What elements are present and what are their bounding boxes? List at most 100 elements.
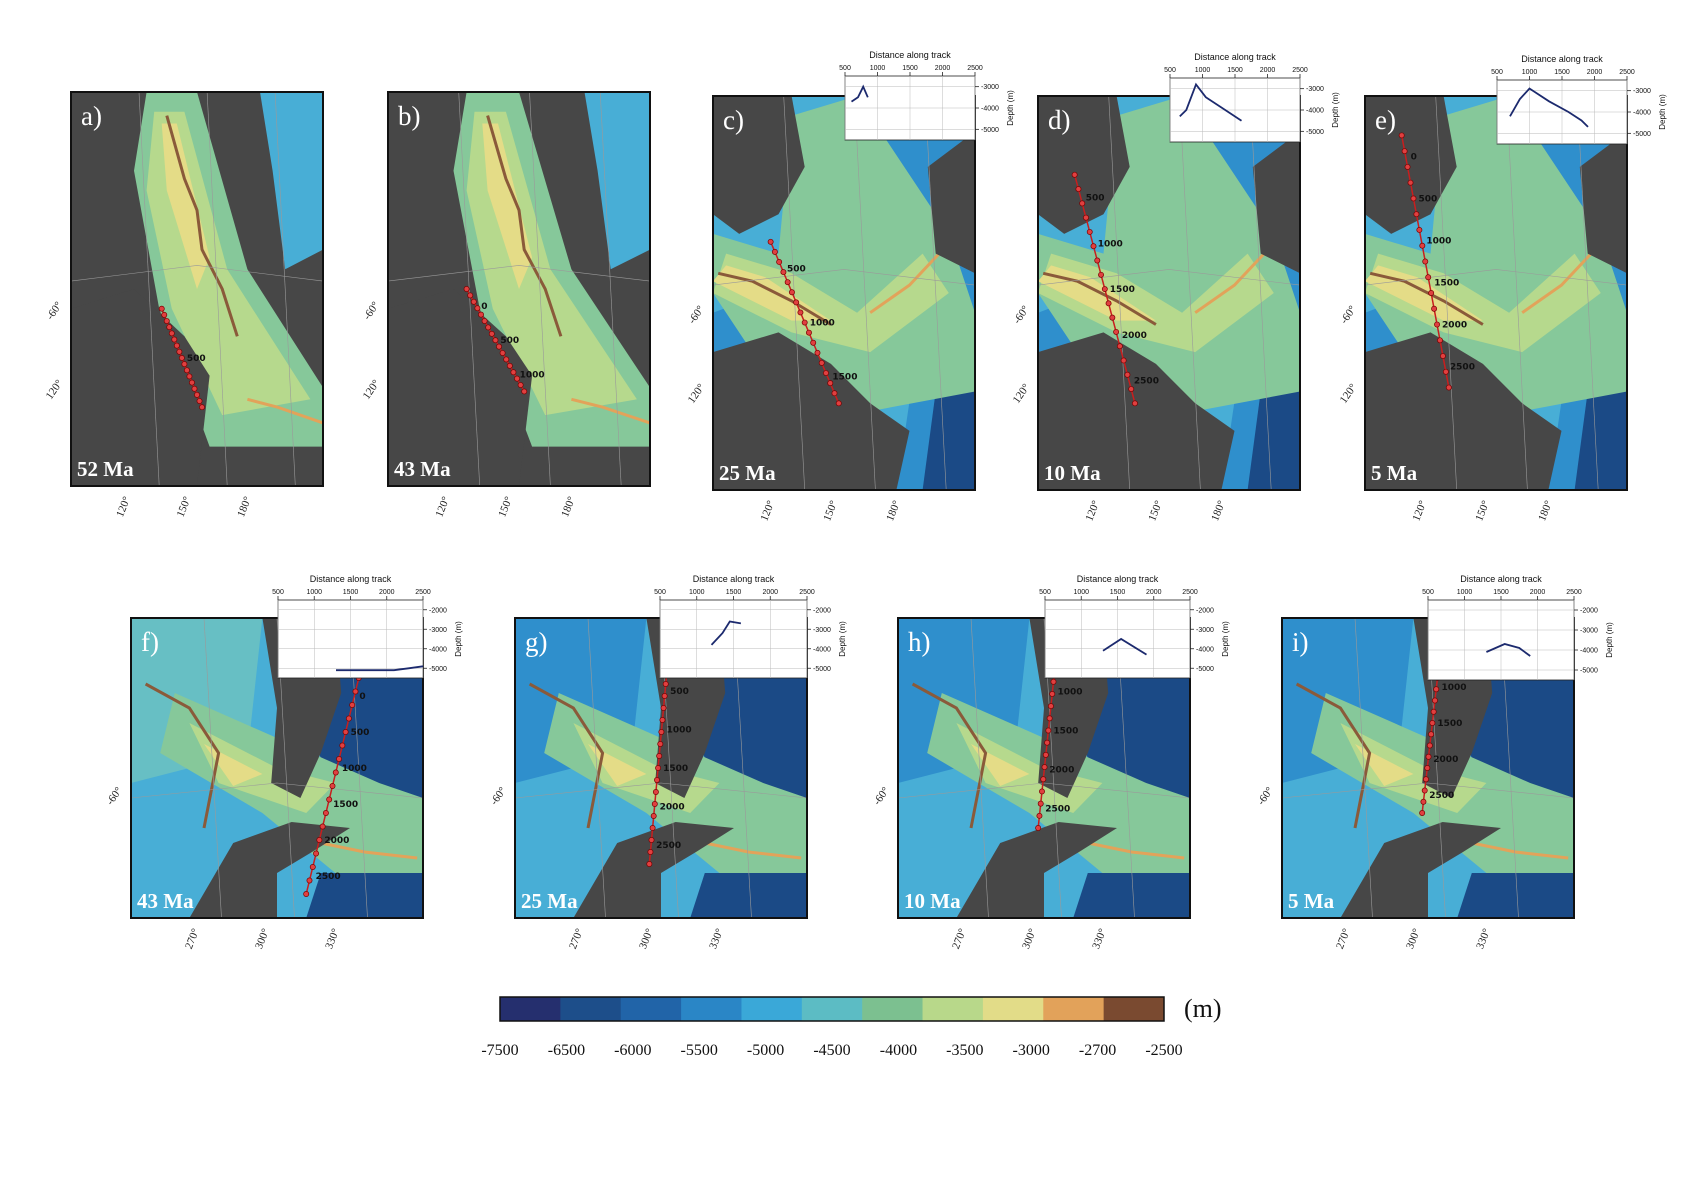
graticule-meridian [1576, 96, 1599, 490]
new-zealand-landmass [1252, 115, 1300, 274]
colorbar-swatch [862, 997, 924, 1021]
track-point [1098, 271, 1104, 278]
x-tick-label: 2000 [1260, 67, 1276, 74]
y-tick-label: -3000 [981, 84, 999, 91]
colorbar-tick-label: -4000 [880, 1042, 917, 1059]
x-tick-label: 1000 [1457, 589, 1473, 596]
track-point [658, 729, 665, 735]
x-tick-label: 1000 [870, 65, 886, 72]
track-point [801, 319, 808, 326]
y-tick-label: -4000 [1196, 646, 1214, 653]
track-point [1426, 742, 1433, 749]
latitude-label: -60° [44, 300, 65, 322]
longitude-label: 300° [637, 927, 656, 951]
graticule-parallel [71, 265, 323, 282]
colorbar-tick-label: -5000 [747, 1042, 784, 1059]
colorbar-tick-label: -5500 [681, 1042, 718, 1059]
track-point [655, 765, 662, 771]
track-point [1101, 286, 1108, 293]
track-point [336, 756, 342, 762]
track-point [660, 705, 667, 711]
depth-profile-inset: Distance along track 500 1000 1500 2000 2500 -… [839, 50, 1015, 141]
panel-c: 500 1000 1500 c) 25 Ma 120° 150° 180° -60° 120° Di… [686, 50, 1015, 523]
y-tick-label: -2000 [1196, 607, 1214, 614]
colorbar: -7500 -6500 -6000 -5500 -5000 -4500 -4000 -3500… [481, 994, 1221, 1059]
track-point [1037, 800, 1044, 807]
y-tick-label: -5000 [813, 666, 831, 673]
y-tick-label: -5000 [429, 666, 447, 673]
track-point [309, 864, 316, 870]
y-tick-label: -5000 [1580, 668, 1598, 675]
ridge-crest-zone [161, 123, 210, 289]
track-point [1401, 148, 1408, 155]
spreading-ridge [528, 682, 605, 829]
track-point [1128, 386, 1135, 392]
ocean-deepest [922, 371, 975, 490]
colorbar-swatch [741, 997, 803, 1021]
track-point [158, 305, 165, 312]
x-tick-label: 500 [1422, 589, 1434, 596]
track-distance-label: 1500 [1053, 727, 1078, 737]
track-distance-label: 2500 [1450, 363, 1475, 373]
depth-profile-line [336, 665, 424, 672]
track-point [339, 742, 346, 749]
track-point [1431, 305, 1438, 312]
track-distance-label: 0 [359, 692, 365, 702]
graticule-meridian [529, 92, 551, 486]
profile-title: Distance along track [1194, 52, 1276, 62]
colorbar-swatch [801, 997, 863, 1021]
track-distance-label: 1000 [810, 319, 835, 329]
longitude-label: 150° [1146, 499, 1165, 523]
map-frame [1037, 95, 1301, 491]
latitude-label: 120° [686, 382, 708, 406]
spreading-ridge [911, 682, 988, 829]
graticule-meridian [1249, 96, 1272, 490]
panel-h: 500 1000 1500 2000 2500 h) 10 Ma 270° 300° 330° -6… [871, 574, 1230, 951]
track-point [1398, 132, 1405, 139]
track-point [1124, 371, 1131, 378]
longitude-label: 300° [1404, 927, 1423, 951]
track-distance-label: 0 [1411, 152, 1417, 162]
longitude-label: 150° [496, 495, 515, 519]
panel-age: 43 Ma [394, 457, 451, 481]
spreading-ridge-secondary [320, 841, 418, 860]
x-tick-label: 1500 [1227, 67, 1243, 74]
track-point [661, 693, 668, 699]
longitude-label: 270° [950, 927, 969, 951]
graticule-meridian [587, 618, 606, 918]
track-point [1120, 357, 1127, 364]
y-tick-label: -5000 [1306, 129, 1324, 136]
track-distance-label: 1000 [1441, 683, 1466, 693]
track-point [1045, 727, 1052, 734]
y-axis-label: Depth (m) [1605, 622, 1614, 658]
x-tick-label: 1500 [1493, 589, 1509, 596]
track-point [1039, 788, 1045, 795]
track-point [1035, 825, 1042, 831]
depth-profile-inset: Distance along track 500 1000 1500 2000 2500 -… [1491, 54, 1667, 145]
track-point [1429, 720, 1436, 726]
track-point [1404, 163, 1411, 170]
track-point [496, 343, 502, 350]
track-point [1434, 321, 1441, 328]
track-point [181, 361, 188, 368]
latitude-label: 120° [44, 378, 66, 402]
latitude-label: -60° [1338, 304, 1359, 326]
track-point [470, 298, 477, 305]
x-tick-label: 2500 [415, 589, 431, 596]
longitude-label: 270° [1334, 927, 1353, 951]
longitude-label: 120° [1083, 499, 1102, 523]
y-axis-label: Depth (m) [1331, 92, 1340, 128]
x-tick-label: 500 [1164, 67, 1176, 74]
y-tick-label: -3000 [429, 627, 447, 634]
track-point [329, 783, 336, 789]
track-point [1049, 690, 1056, 697]
depth-profile-inset: Distance along track 500 1000 1500 2000 2500 -… [1164, 52, 1340, 143]
track-point [1442, 368, 1449, 375]
colorbar-tick-label: -2700 [1079, 1042, 1116, 1059]
track-point [510, 369, 517, 376]
track-point [176, 348, 183, 355]
panel-letter: a) [81, 101, 102, 131]
